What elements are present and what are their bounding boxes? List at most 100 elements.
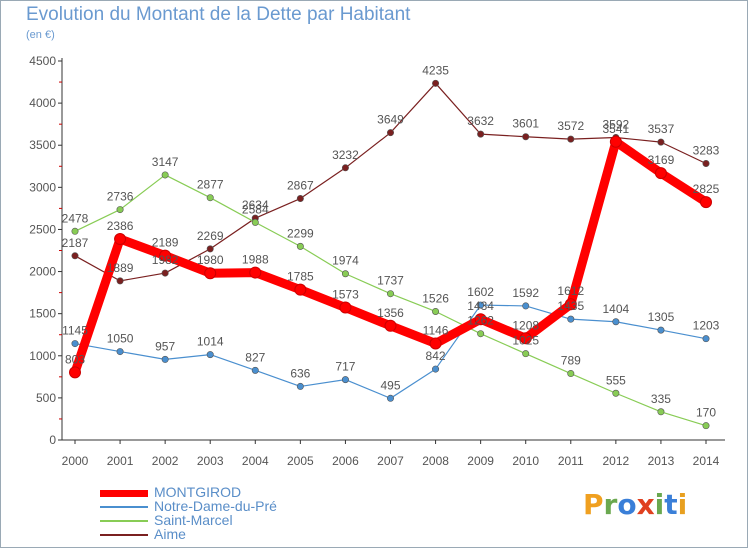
y-tick-label: 0 — [49, 433, 56, 447]
data-label: 1602 — [467, 285, 494, 299]
legend-swatch-aime — [100, 534, 148, 536]
data-point — [477, 301, 485, 309]
data-point — [341, 164, 349, 172]
data-point — [161, 269, 169, 277]
data-label: 4235 — [422, 63, 449, 77]
data-point — [206, 245, 214, 253]
data-label: 717 — [335, 360, 355, 374]
data-point — [116, 277, 124, 285]
data-point — [609, 135, 622, 148]
data-label: 2825 — [693, 182, 720, 196]
x-tick-label: 2008 — [422, 454, 449, 468]
data-point — [474, 313, 487, 326]
data-point — [612, 318, 620, 326]
data-point — [477, 130, 485, 138]
logo-letter: i — [677, 488, 688, 521]
data-point — [384, 319, 397, 332]
data-point — [161, 355, 169, 363]
data-label: 1785 — [287, 270, 314, 284]
data-point — [69, 366, 81, 379]
data-label: 2187 — [62, 236, 89, 250]
data-label: 1889 — [107, 261, 134, 275]
legend-swatch-saint-marcel — [100, 520, 148, 522]
data-point — [432, 365, 440, 373]
data-label: 842 — [426, 349, 446, 363]
data-label: 1737 — [377, 274, 404, 288]
x-tick-label: 2012 — [603, 454, 630, 468]
data-label: 1050 — [107, 332, 134, 346]
data-point — [657, 326, 665, 334]
data-label: 555 — [606, 373, 626, 387]
y-tick-label: 1500 — [29, 307, 56, 321]
logo-letter: i — [654, 488, 665, 521]
data-point — [522, 302, 530, 310]
data-label: 3283 — [693, 143, 720, 157]
data-point — [657, 408, 665, 416]
data-label: 2877 — [197, 178, 224, 192]
logo-letter: r — [603, 488, 618, 521]
legend-label-montgirod: MONTGIROD — [154, 484, 242, 500]
data-label: 495 — [380, 378, 400, 392]
x-tick-label: 2000 — [62, 454, 89, 468]
data-label: 3541 — [603, 122, 630, 136]
data-label: 1434 — [467, 299, 494, 313]
data-label: 1592 — [512, 286, 539, 300]
logo-letter: o — [617, 488, 637, 521]
data-label: 3592 — [603, 117, 630, 131]
data-point — [251, 218, 259, 226]
data-point — [432, 79, 440, 87]
data-label: 1573 — [332, 288, 359, 302]
data-label: 1305 — [648, 310, 675, 324]
data-point — [567, 315, 575, 323]
data-label: 1974 — [332, 254, 359, 268]
data-label: 1404 — [603, 302, 630, 316]
data-label: 1262 — [467, 314, 494, 328]
x-tick-label: 2002 — [152, 454, 179, 468]
data-label: 3232 — [332, 148, 359, 162]
data-label: 1208 — [512, 318, 539, 332]
data-point — [296, 242, 304, 250]
data-point — [159, 249, 172, 262]
data-label: 1526 — [422, 291, 449, 305]
chart-subtitle: (en €) — [26, 29, 55, 41]
data-point — [71, 340, 79, 348]
y-tick-label: 1000 — [29, 349, 56, 363]
logo-letter: t — [664, 488, 678, 521]
data-point — [206, 194, 214, 202]
data-label: 1145 — [62, 324, 88, 338]
data-label: 957 — [155, 339, 175, 353]
data-label: 2269 — [197, 229, 224, 243]
data-point — [386, 394, 394, 402]
data-label: 1356 — [377, 306, 404, 320]
legend-swatch-montgirod — [100, 490, 148, 497]
data-label: 335 — [651, 392, 671, 406]
x-tick-label: 2010 — [512, 454, 539, 468]
data-label: 2634 — [242, 198, 269, 212]
data-point — [251, 366, 259, 374]
x-tick-label: 2007 — [377, 454, 404, 468]
data-point — [339, 301, 352, 314]
proxiti-logo: Proxiti — [583, 488, 687, 521]
data-label: 3601 — [512, 117, 539, 131]
data-point — [296, 195, 304, 203]
y-tick-label: 2000 — [29, 265, 56, 279]
data-point — [161, 171, 169, 179]
data-point — [657, 138, 665, 146]
x-tick-label: 2006 — [332, 454, 359, 468]
data-point — [477, 330, 485, 338]
data-label: 3632 — [467, 114, 494, 128]
data-point — [386, 129, 394, 137]
legend-swatch-notre-dame-du-pre — [100, 506, 148, 508]
y-tick-label: 4500 — [29, 54, 56, 68]
logo-letter: P — [583, 488, 604, 521]
data-label: 3169 — [648, 153, 675, 167]
data-label: 3147 — [152, 155, 179, 169]
y-tick-label: 3000 — [29, 180, 56, 194]
x-tick-label: 2009 — [467, 454, 494, 468]
y-tick-label: 4000 — [29, 96, 56, 110]
data-label: 3649 — [377, 113, 404, 127]
data-point — [249, 266, 262, 279]
logo-letter: x — [636, 488, 655, 521]
